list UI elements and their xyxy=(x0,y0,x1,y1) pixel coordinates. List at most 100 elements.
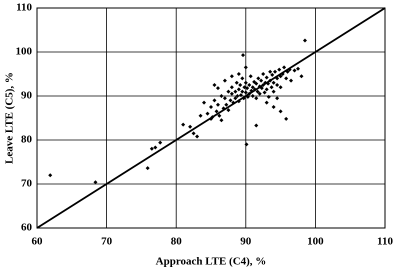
point xyxy=(217,113,222,118)
point xyxy=(241,96,246,101)
y-tick-label: 60 xyxy=(21,222,33,234)
point xyxy=(261,72,266,76)
point xyxy=(231,100,236,105)
point xyxy=(254,123,259,128)
point xyxy=(233,89,238,94)
point xyxy=(229,85,234,90)
point xyxy=(261,83,266,87)
point xyxy=(240,76,245,81)
point xyxy=(248,74,253,79)
point xyxy=(235,94,240,98)
point xyxy=(259,78,264,83)
point xyxy=(244,142,249,147)
point xyxy=(226,89,231,94)
point xyxy=(270,72,275,77)
point xyxy=(252,87,257,92)
point xyxy=(221,106,226,111)
point xyxy=(271,89,276,94)
plot-frame xyxy=(36,7,386,229)
x-tick-label: 110 xyxy=(377,236,393,248)
point xyxy=(222,78,227,83)
point xyxy=(252,79,257,84)
point xyxy=(245,86,250,91)
y-tick-label: 90 xyxy=(21,90,33,102)
point xyxy=(296,66,300,71)
point xyxy=(219,94,224,98)
point xyxy=(271,80,276,85)
x-axis-label: Approach LTE (C4), % xyxy=(156,256,267,268)
point xyxy=(188,124,193,129)
point xyxy=(278,85,283,90)
point xyxy=(250,85,255,90)
point xyxy=(256,76,261,81)
point xyxy=(236,72,241,76)
point xyxy=(224,102,229,107)
point xyxy=(302,38,307,43)
point xyxy=(257,91,262,96)
point xyxy=(285,69,290,74)
point xyxy=(226,108,231,113)
point xyxy=(273,69,278,74)
point xyxy=(243,65,248,70)
point xyxy=(264,100,269,105)
point xyxy=(271,105,276,109)
point xyxy=(282,65,287,70)
point xyxy=(236,99,241,104)
point xyxy=(266,81,271,86)
point xyxy=(212,83,217,87)
point xyxy=(247,91,252,96)
x-tick-label: 70 xyxy=(101,236,113,248)
point xyxy=(243,80,248,85)
point xyxy=(214,109,219,114)
point xyxy=(264,87,269,92)
y-tick-label: 70 xyxy=(21,178,33,190)
point xyxy=(249,88,254,93)
point xyxy=(215,102,220,107)
point xyxy=(275,83,280,87)
point xyxy=(280,72,285,76)
point xyxy=(93,180,98,185)
point xyxy=(284,116,289,121)
point xyxy=(222,96,227,101)
point xyxy=(158,140,163,145)
y-tick-label: 80 xyxy=(21,134,33,146)
point xyxy=(278,109,283,114)
point xyxy=(299,74,304,79)
point xyxy=(278,74,283,79)
point xyxy=(277,67,282,72)
y-axis-label: Leave LTE (C5), % xyxy=(4,72,16,164)
point xyxy=(202,100,207,105)
point xyxy=(275,76,280,81)
point xyxy=(247,83,252,87)
point xyxy=(229,91,234,96)
point xyxy=(268,78,273,83)
point xyxy=(289,78,294,83)
point xyxy=(209,116,213,121)
point xyxy=(195,134,200,139)
point xyxy=(212,98,217,103)
point xyxy=(145,166,150,171)
point xyxy=(234,80,239,85)
point xyxy=(219,118,224,123)
point xyxy=(233,96,238,101)
point xyxy=(205,111,210,116)
point xyxy=(198,113,203,118)
point xyxy=(275,96,280,101)
point xyxy=(228,98,233,103)
point xyxy=(254,96,259,101)
y-tick-label: 110 xyxy=(16,2,32,14)
point xyxy=(236,87,241,92)
point xyxy=(245,94,250,99)
point xyxy=(262,90,267,95)
y-tick-label: 100 xyxy=(16,46,33,58)
point xyxy=(269,85,274,90)
point xyxy=(181,122,186,127)
x-tick-label: 100 xyxy=(307,236,324,248)
point xyxy=(229,74,234,79)
point xyxy=(250,94,255,98)
x-tick-label: 80 xyxy=(171,236,183,248)
point xyxy=(259,86,264,91)
point xyxy=(264,75,269,80)
point xyxy=(215,86,220,91)
